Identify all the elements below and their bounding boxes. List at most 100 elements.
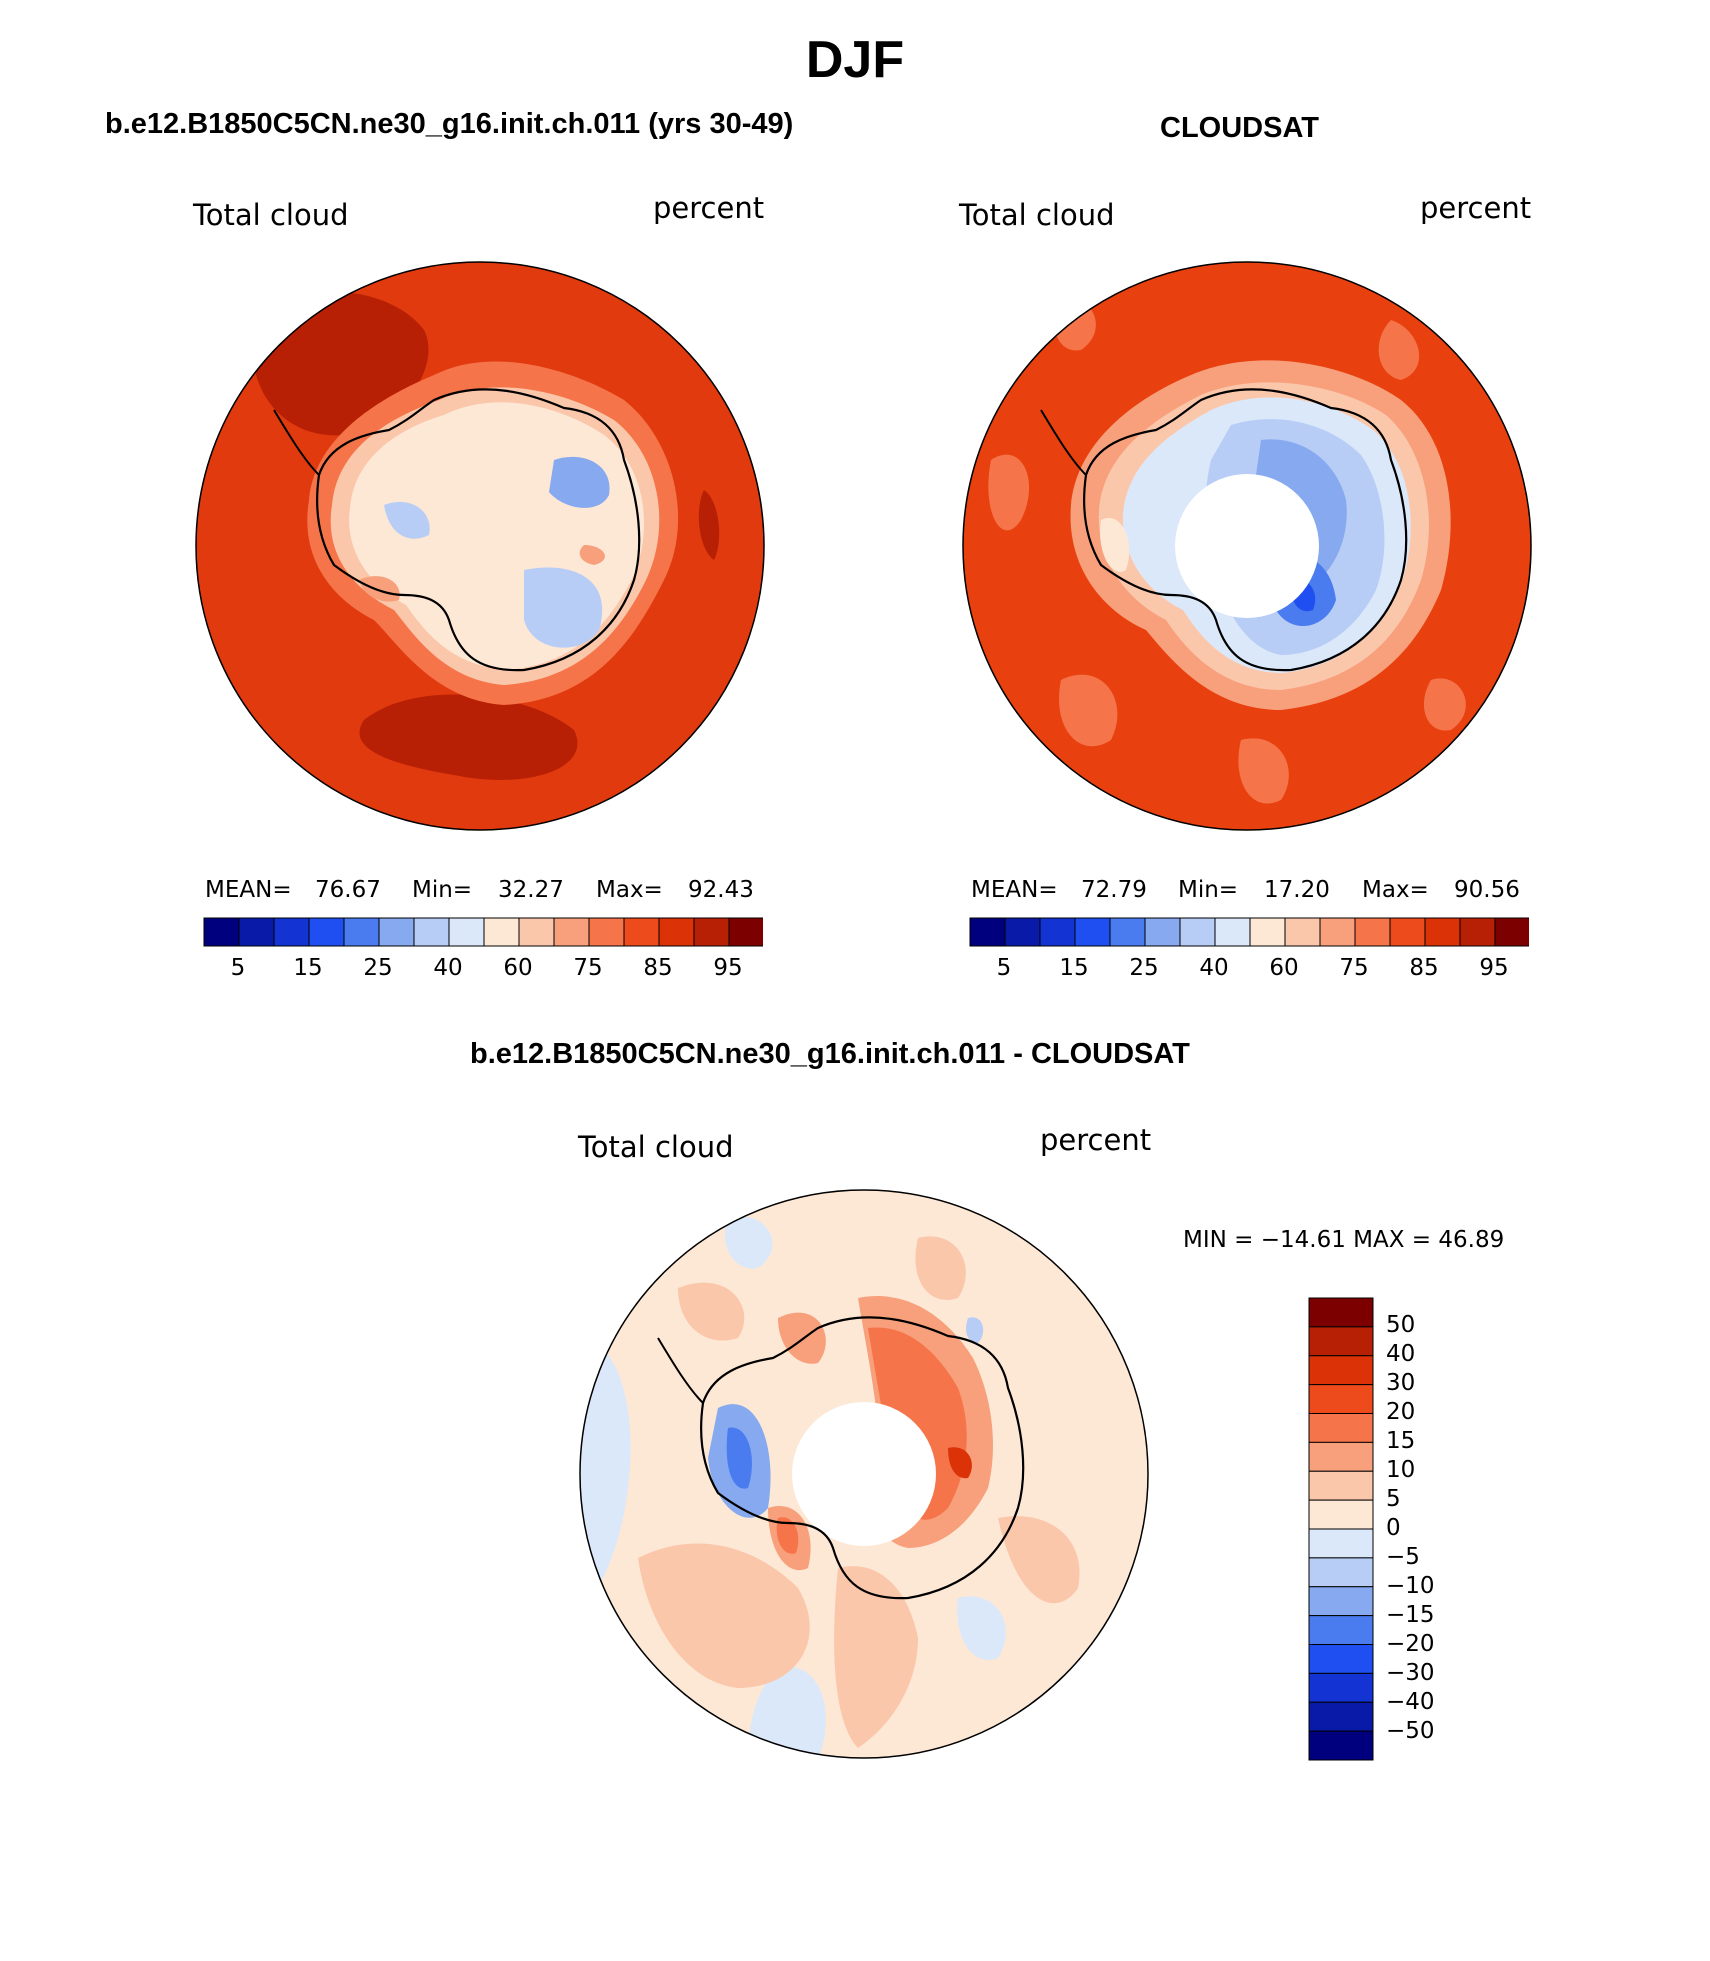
colorbar-swatch [1308,1326,1374,1357]
panel-diff-colorbar-ticks: 50 40 30 20 15 10 5 0 −5 −10 −15 −20 −30… [1386,1297,1506,1761]
colorbar-tick-label: −10 [1386,1573,1435,1599]
colorbar-swatch [203,917,240,947]
colorbar-tick-label: 40 [1386,1341,1416,1367]
colorbar-swatch [1308,1672,1374,1703]
panel-obs-polar-map [961,260,1533,832]
panel-model-colorbar-ticks: 5 15 25 40 60 75 85 95 [203,955,763,985]
panel-model-title: b.e12.B1850C5CN.ne30_g16.init.ch.011 (yr… [105,108,794,140]
colorbar-swatch [1308,1586,1374,1617]
colorbar-swatch [1308,1557,1374,1588]
colorbar-tick-label: 75 [1339,955,1369,981]
colorbar-swatch [1308,1730,1374,1761]
colorbar-swatch [343,917,380,947]
panel-model-mean-label: MEAN= [205,877,292,903]
colorbar-tick-label: 15 [1059,955,1089,981]
colorbar-swatch [1308,1528,1374,1559]
panel-diff-variable-label: Total cloud [578,1130,734,1164]
colorbar-tick-label: −15 [1386,1602,1435,1628]
panel-obs-max-value: 90.56 [1454,877,1520,903]
colorbar-swatch [1074,917,1111,947]
colorbar-tick-label: 5 [230,955,246,981]
diff-map-boundary [579,1189,1149,1759]
obs-polar-data-gap [1175,474,1319,618]
panel-model-polar-map [194,260,766,832]
colorbar-tick-label: 85 [643,955,673,981]
colorbar-swatch [1214,917,1251,947]
colorbar-swatch [448,917,485,947]
panel-model-min-label: Min= [412,877,473,903]
colorbar-swatch [1109,917,1146,947]
colorbar-swatch [1424,917,1461,947]
colorbar-swatch [693,917,730,947]
colorbar-tick-label: 5 [1386,1486,1401,1512]
colorbar-tick-label: 15 [293,955,323,981]
panel-obs-variable-label: Total cloud [959,198,1115,232]
colorbar-swatch [1249,917,1286,947]
colorbar-tick-label: −30 [1386,1660,1435,1686]
obs-antarctic-coastline [1083,388,1408,672]
colorbar-swatch [1308,1297,1374,1328]
colorbar-tick-label: −50 [1386,1718,1435,1744]
colorbar-tick-label: 60 [503,955,533,981]
colorbar-swatch [308,917,345,947]
colorbar-swatch [1459,917,1496,947]
panel-obs-title: CLOUDSAT [1160,112,1319,144]
colorbar-tick-label: 85 [1409,955,1439,981]
colorbar-swatch [1144,917,1181,947]
panel-model-mean-value: 76.67 [315,877,381,903]
panel-obs-mean-value: 72.79 [1081,877,1147,903]
colorbar-swatch [623,917,660,947]
colorbar-swatch [1039,917,1076,947]
panel-obs-min-value: 17.20 [1264,877,1330,903]
colorbar-tick-label: 75 [573,955,603,981]
colorbar-tick-label: 10 [1386,1457,1416,1483]
diff-positive-region [638,1543,810,1688]
colorbar-tick-label: 20 [1386,1399,1416,1425]
colorbar-swatch [378,917,415,947]
panel-obs-mean-label: MEAN= [971,877,1058,903]
colorbar-swatch [588,917,625,947]
colorbar-swatch [728,917,765,947]
main-title: DJF [805,31,905,89]
colorbar-swatch [1284,917,1321,947]
colorbar-swatch [1308,1499,1374,1530]
colorbar-swatch [1308,1644,1374,1674]
panel-diff-polar-map [578,1188,1150,1760]
colorbar-swatch [1179,917,1216,947]
panel-model-colorbar [203,917,765,954]
diff-negative-region [580,1338,631,1608]
colorbar-swatch [1354,917,1391,947]
panel-obs-units-label: percent [1420,191,1532,225]
panel-diff-title: b.e12.B1850C5CN.ne30_g16.init.ch.011 - C… [470,1038,1190,1070]
colorbar-swatch [1494,917,1531,947]
diff-polar-data-gap [792,1402,936,1546]
colorbar-tick-label: 25 [363,955,393,981]
colorbar-tick-label: 60 [1269,955,1299,981]
panel-model-units-label: percent [653,191,765,225]
panel-diff-colorbar [1308,1297,1374,1766]
colorbar-tick-label: 50 [1386,1312,1416,1338]
colorbar-swatch [238,917,275,947]
colorbar-swatch [413,917,450,947]
colorbar-swatch [1308,1384,1374,1414]
colorbar-tick-label: 30 [1386,1370,1416,1396]
colorbar-tick-label: 0 [1386,1515,1401,1541]
colorbar-swatch [1308,1615,1374,1645]
colorbar-tick-label: 15 [1386,1428,1416,1454]
colorbar-swatch [1004,917,1041,947]
colorbar-swatch [1319,917,1356,947]
colorbar-tick-label: −5 [1386,1544,1420,1570]
colorbar-swatch [1308,1441,1374,1472]
colorbar-tick-label: 5 [996,955,1012,981]
colorbar-swatch [553,917,590,947]
panel-diff-units-label: percent [1040,1123,1152,1157]
panel-model-variable-label: Total cloud [193,198,349,232]
colorbar-swatch [483,917,520,947]
panel-model-max-value: 92.43 [688,877,754,903]
colorbar-swatch [969,917,1006,947]
colorbar-tick-label: 95 [1479,955,1509,981]
colorbar-swatch [1308,1355,1374,1386]
model-antarctic-coastline [316,388,641,672]
panel-obs-max-label: Max= [1362,877,1429,903]
colorbar-swatch [658,917,695,947]
